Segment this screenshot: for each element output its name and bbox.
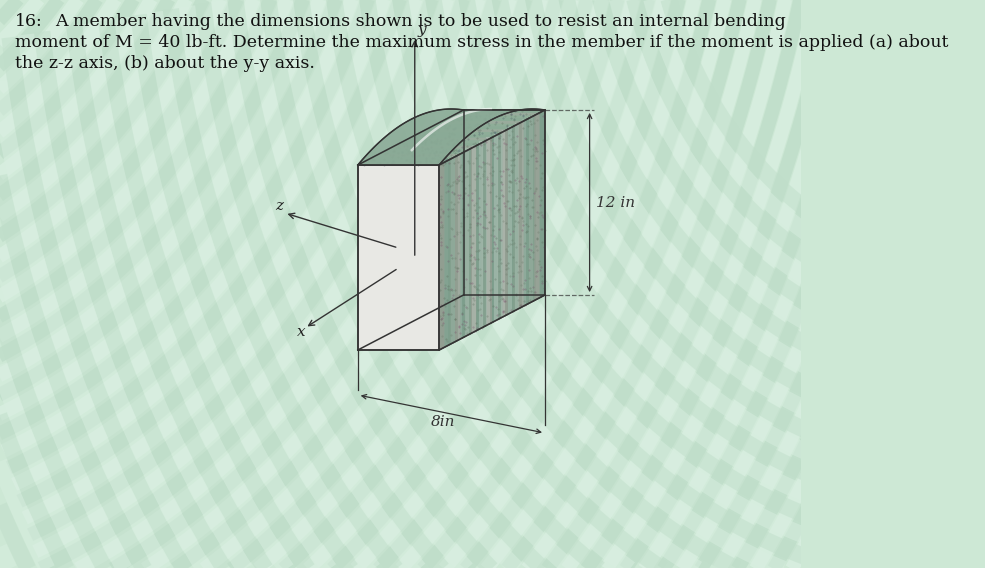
Polygon shape: [439, 162, 444, 350]
Polygon shape: [442, 118, 529, 121]
Polygon shape: [453, 113, 540, 115]
Text: 12 in: 12 in: [596, 195, 635, 210]
Polygon shape: [450, 157, 455, 345]
Polygon shape: [458, 110, 545, 113]
Polygon shape: [373, 154, 460, 157]
Polygon shape: [389, 146, 476, 148]
Polygon shape: [358, 162, 444, 165]
Polygon shape: [427, 127, 513, 130]
Polygon shape: [482, 140, 487, 328]
Polygon shape: [460, 151, 466, 339]
Polygon shape: [476, 143, 482, 331]
Polygon shape: [358, 110, 545, 165]
Polygon shape: [502, 130, 508, 317]
Polygon shape: [395, 143, 482, 146]
Polygon shape: [540, 110, 545, 298]
Polygon shape: [448, 115, 534, 118]
Polygon shape: [508, 127, 513, 314]
Text: A member having the dimensions shown is to be used to resist an internal bending: A member having the dimensions shown is …: [55, 13, 786, 30]
Polygon shape: [487, 137, 492, 325]
Polygon shape: [437, 121, 524, 124]
Polygon shape: [534, 113, 540, 300]
Polygon shape: [524, 118, 529, 306]
Polygon shape: [431, 124, 518, 127]
Polygon shape: [492, 135, 497, 323]
Polygon shape: [471, 146, 476, 333]
Polygon shape: [406, 137, 492, 140]
Polygon shape: [358, 109, 545, 165]
Polygon shape: [497, 132, 502, 320]
Polygon shape: [455, 154, 460, 342]
Polygon shape: [444, 160, 450, 347]
Text: z: z: [275, 199, 283, 213]
Polygon shape: [384, 148, 471, 151]
Polygon shape: [363, 160, 450, 162]
Polygon shape: [358, 165, 439, 350]
Polygon shape: [518, 121, 524, 309]
Text: the z-z axis, (b) about the y-y axis.: the z-z axis, (b) about the y-y axis.: [15, 55, 314, 72]
Polygon shape: [529, 115, 534, 303]
Text: moment of M = 40 lb-ft. Determine the maximum stress in the member if the moment: moment of M = 40 lb-ft. Determine the ma…: [15, 34, 948, 51]
Polygon shape: [368, 157, 455, 160]
Polygon shape: [466, 148, 471, 336]
Polygon shape: [411, 135, 497, 137]
Polygon shape: [422, 130, 508, 132]
Text: x: x: [296, 325, 305, 339]
Polygon shape: [513, 124, 518, 311]
Text: 16:: 16:: [15, 13, 42, 30]
Polygon shape: [379, 151, 466, 154]
Polygon shape: [416, 132, 502, 135]
Polygon shape: [439, 110, 545, 350]
Text: y: y: [418, 23, 426, 37]
Polygon shape: [400, 140, 487, 143]
Text: 8in: 8in: [431, 415, 455, 429]
